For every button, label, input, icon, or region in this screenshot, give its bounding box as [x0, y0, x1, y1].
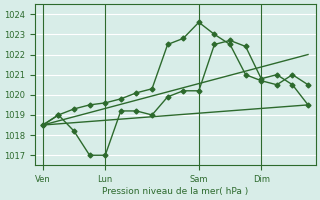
X-axis label: Pression niveau de la mer( hPa ): Pression niveau de la mer( hPa ): [102, 187, 249, 196]
